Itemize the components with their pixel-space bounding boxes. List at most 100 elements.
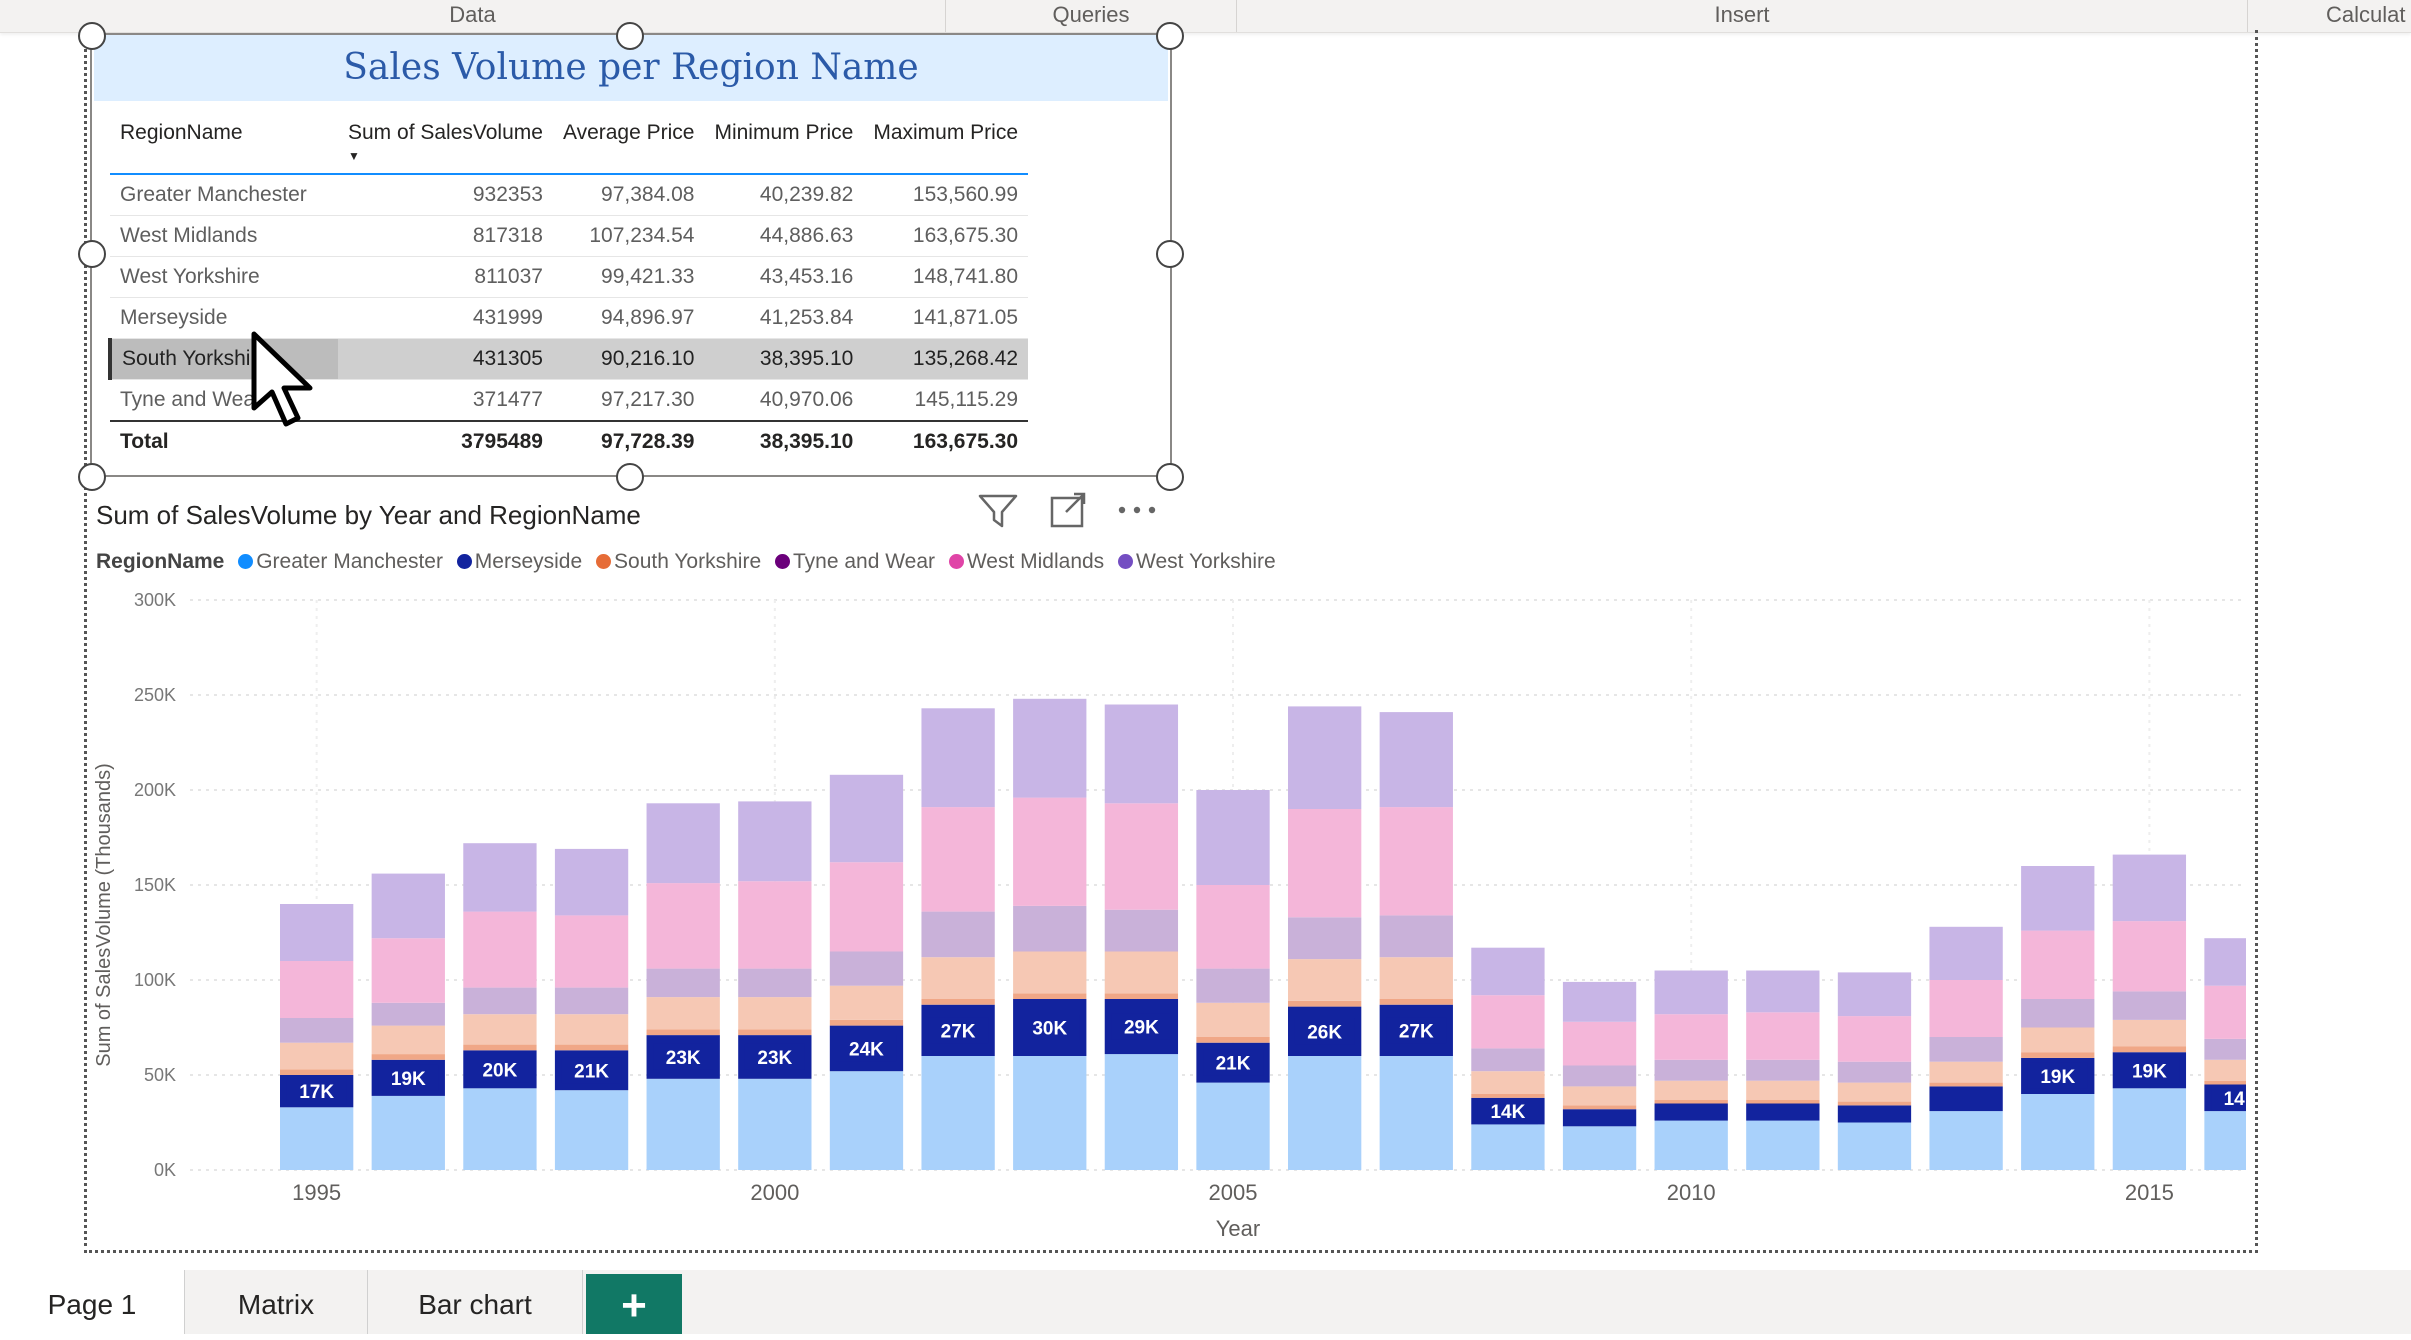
- table-row[interactable]: Greater Manchester 932353 97,384.08 40,2…: [110, 174, 1029, 216]
- resize-handle-left[interactable]: [78, 240, 106, 268]
- legend-dot: [948, 554, 964, 569]
- focus-mode-icon[interactable]: [1046, 488, 1090, 532]
- bar-segment: [463, 1088, 537, 1170]
- bar-segment: [2204, 1111, 2246, 1170]
- bar-segment: [371, 1095, 445, 1170]
- bar-segment: [1196, 885, 1270, 969]
- column-header-maximum-price[interactable]: Maximum Price: [863, 121, 1029, 175]
- data-label-bg: [836, 1035, 897, 1062]
- data-label-bg: [2211, 1084, 2246, 1111]
- table-row[interactable]: Merseyside 431999 94,896.97 41,253.84 14…: [110, 297, 1029, 339]
- bar-segment: [554, 987, 629, 1015]
- bar-segment: [1654, 1059, 1728, 1081]
- legend-item[interactable]: Tyne and Wear: [774, 550, 935, 573]
- cell-minimum-price: 38,395.10: [704, 338, 864, 380]
- table-row[interactable]: Tyne and Wear 371477 97,217.30 40,970.06…: [110, 379, 1029, 422]
- filter-icon[interactable]: [976, 488, 1020, 532]
- cell-sum-salesvolume: 932353: [338, 174, 553, 216]
- bar-segment: [1929, 1037, 2003, 1062]
- bar-segment: [1562, 1105, 1637, 1110]
- stacked-column-chart[interactable]: 300K 250K 200K 150K 100K 50K 0K 1995 2000 2005 201…: [86, 580, 2246, 1240]
- y-tick-label: 200K: [134, 780, 176, 800]
- bar-segment: [2112, 1046, 2187, 1053]
- data-label-bg: [286, 1078, 347, 1105]
- bar-segment: [1196, 968, 1270, 1003]
- legend-label: Tyne and Wear: [792, 550, 935, 573]
- add-page-button[interactable]: +: [586, 1274, 682, 1334]
- bar-segment: [1288, 706, 1362, 809]
- bar-segment: [738, 1029, 812, 1036]
- ribbon-group-queries[interactable]: Queries: [946, 0, 1237, 32]
- x-tick-label: 2000: [750, 1180, 799, 1205]
- y-tick-label: 100K: [134, 970, 176, 990]
- bar-segment: [371, 873, 445, 939]
- column-header-average-price[interactable]: Average Price: [552, 121, 705, 175]
- bar-segment: [1471, 1071, 1545, 1094]
- data-label: 21K: [1216, 1054, 1251, 1075]
- data-label: 19K: [2040, 1067, 2075, 1088]
- bar-segment: [1837, 1061, 1912, 1083]
- bar-segment: [463, 911, 537, 988]
- y-tick-label: 0K: [154, 1160, 176, 1180]
- bar-segment: [1562, 1086, 1637, 1106]
- y-tick-label: 50K: [144, 1065, 176, 1085]
- cell-maximum-price: 163,675.30: [863, 215, 1029, 257]
- table-row-selected[interactable]: South Yorkshire 431305 90,216.10 38,395.…: [108, 338, 1029, 380]
- cell-minimum-price: 43,453.16: [704, 256, 864, 298]
- bar-segment: [921, 911, 995, 958]
- ribbon-group-data[interactable]: Data: [0, 0, 946, 32]
- tab-matrix[interactable]: Matrix: [185, 1270, 368, 1334]
- legend-item[interactable]: Merseyside: [456, 550, 582, 573]
- resize-handle-top[interactable]: [616, 22, 644, 50]
- data-label-bg: [1019, 1014, 1080, 1041]
- legend-item[interactable]: West Midlands: [948, 550, 1104, 573]
- ribbon-group-calculations[interactable]: Calculat: [2326, 2, 2406, 27]
- bar-segment: [1104, 803, 1179, 910]
- cell-total-maximum-price: 163,675.30: [863, 420, 1029, 462]
- legend-item[interactable]: West Yorkshire: [1118, 550, 1276, 573]
- tab-bar-chart[interactable]: Bar chart: [368, 1270, 583, 1334]
- bar-segment: [1379, 915, 1453, 958]
- cell-sum-salesvolume: 431999: [338, 297, 553, 339]
- cell-total-average-price: 97,728.39: [552, 420, 705, 462]
- tab-page-1[interactable]: Page 1: [0, 1270, 185, 1334]
- resize-handle-bottom-left[interactable]: [78, 463, 106, 491]
- bar-segment: [1104, 909, 1179, 952]
- bar-segment: [2021, 866, 2095, 931]
- report-canvas: [84, 30, 2258, 1253]
- bar-segment: [1929, 1111, 2003, 1170]
- bar-segment: [1746, 1012, 1820, 1060]
- legend-item[interactable]: South Yorkshire: [596, 550, 761, 573]
- bar-segment: [1196, 1082, 1270, 1170]
- data-label: 20K: [482, 1060, 517, 1081]
- table-row[interactable]: West Yorkshire 811037 99,421.33 43,453.1…: [110, 256, 1029, 298]
- bar-segment: [1471, 947, 1545, 996]
- bar-segment: [1929, 1086, 2003, 1112]
- bar-segment: [738, 968, 812, 998]
- resize-handle-bottom[interactable]: [616, 463, 644, 491]
- bar-segment: [1562, 981, 1637, 1022]
- legend-title: RegionName: [96, 550, 225, 573]
- bar-segment: [1379, 999, 1453, 1005]
- ribbon-group-insert[interactable]: Insert: [1237, 0, 2248, 32]
- legend-item[interactable]: Greater Manchester: [238, 550, 443, 573]
- table-visual[interactable]: Sales Volume per Region Name RegionName …: [90, 33, 1172, 477]
- resize-handle-right[interactable]: [1156, 240, 1184, 268]
- data-label: 14K: [2224, 1089, 2246, 1110]
- bar-segment: [1196, 1037, 1270, 1043]
- column-header-regionname[interactable]: RegionName: [110, 121, 338, 175]
- bar-segment: [1379, 1056, 1453, 1170]
- resize-handle-top-right[interactable]: [1156, 22, 1184, 50]
- more-options-icon[interactable]: [1114, 488, 1160, 532]
- table-row[interactable]: West Midlands 817318 107,234.54 44,886.6…: [110, 215, 1029, 257]
- column-header-minimum-price[interactable]: Minimum Price: [704, 121, 864, 175]
- mouse-pointer-icon: [251, 331, 313, 427]
- resize-handle-top-left[interactable]: [78, 22, 106, 50]
- resize-handle-bottom-right[interactable]: [1156, 463, 1184, 491]
- bar-segment: [1837, 1105, 1912, 1123]
- column-header-sum-salesvolume[interactable]: Sum of SalesVolume ▼: [338, 121, 553, 175]
- bar-segment: [554, 1044, 629, 1051]
- bar-segment: [2112, 991, 2187, 1020]
- bar-segment: [1288, 1000, 1362, 1007]
- data-label: 14K: [1490, 1102, 1525, 1123]
